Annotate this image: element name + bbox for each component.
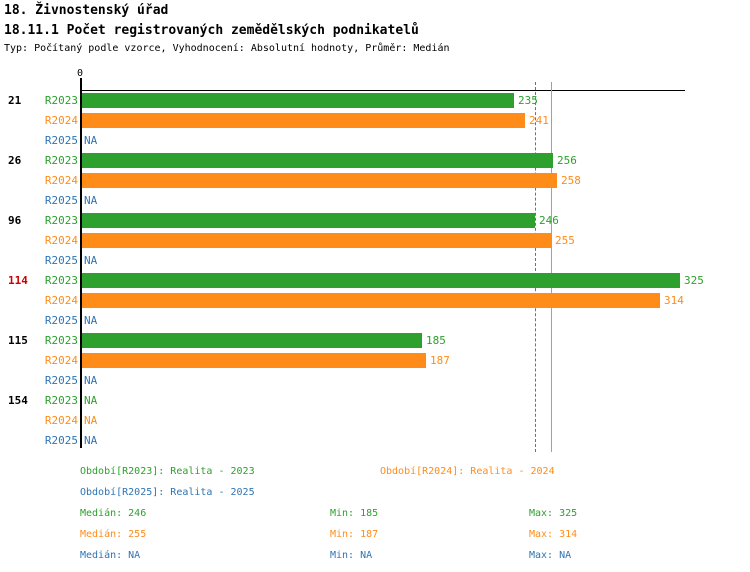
na-label: NA	[84, 434, 98, 447]
bar-r2024	[82, 233, 551, 248]
na-label: NA	[84, 254, 98, 267]
stat-max-r2025: Max: NA	[529, 550, 572, 561]
series-label-r2025: R2025	[44, 134, 78, 147]
series-label-r2024: R2024	[44, 294, 78, 307]
value-label: 187	[430, 354, 450, 367]
value-label: 235	[518, 94, 538, 107]
stat-min-r2024: Min: 187	[330, 529, 379, 540]
group-label: 154	[8, 394, 28, 407]
series-label-r2024: R2024	[44, 174, 78, 187]
series-label-r2025: R2025	[44, 254, 78, 267]
value-label: 256	[557, 154, 577, 167]
median-line-r2024	[551, 82, 552, 452]
page-title: 18. Živnostenský úřad	[4, 3, 169, 18]
axis-zero-label: 0	[76, 68, 84, 79]
stat-min-r2025: Min: NA	[330, 550, 373, 561]
series-label-r2025: R2025	[44, 314, 78, 327]
legend-period-r2024: Období[R2024]: Realita - 2024	[380, 466, 555, 477]
series-label-r2024: R2024	[44, 354, 78, 367]
na-label: NA	[84, 194, 98, 207]
stat-max-r2024: Max: 314	[529, 529, 578, 540]
group-label: 115	[8, 334, 28, 347]
value-label: 246	[539, 214, 559, 227]
group-label: 96	[8, 214, 22, 227]
bar-r2024	[82, 113, 525, 128]
value-label: 185	[426, 334, 446, 347]
bar-r2023	[82, 153, 553, 168]
na-label: NA	[84, 374, 98, 387]
na-label: NA	[84, 414, 98, 427]
series-label-r2023: R2023	[44, 394, 78, 407]
series-label-r2023: R2023	[44, 334, 78, 347]
value-label: 255	[555, 234, 575, 247]
bar-r2024	[82, 353, 426, 368]
bar-r2023	[82, 273, 680, 288]
value-label: 314	[664, 294, 684, 307]
series-label-r2024: R2024	[44, 234, 78, 247]
chart-meta: Typ: Počítaný podle vzorce, Vyhodnocení:…	[4, 43, 450, 54]
stat-median-r2024: Medián: 255	[80, 529, 147, 540]
series-label-r2023: R2023	[44, 154, 78, 167]
value-label: 258	[561, 174, 581, 187]
median-line-r2023	[535, 82, 536, 452]
group-label: 21	[8, 94, 22, 107]
series-label-r2025: R2025	[44, 374, 78, 387]
na-label: NA	[84, 394, 98, 407]
stat-median-r2025: Medián: NA	[80, 550, 141, 561]
chart-title: 18.11.1 Počet registrovaných zemědělskýc…	[4, 23, 419, 38]
series-label-r2023: R2023	[44, 274, 78, 287]
group-label: 114	[8, 274, 28, 287]
series-label-r2025: R2025	[44, 434, 78, 447]
stat-min-r2023: Min: 185	[330, 508, 379, 519]
stat-median-r2023: Medián: 246	[80, 508, 147, 519]
value-label: 325	[684, 274, 704, 287]
series-label-r2024: R2024	[44, 114, 78, 127]
series-label-r2023: R2023	[44, 94, 78, 107]
na-label: NA	[84, 134, 98, 147]
value-label: 241	[529, 114, 549, 127]
bar-chart-plot: 0 21 R2023 235 R2024 241 R2025 NA 26 R2023 256 R202…	[8, 68, 704, 452]
series-label-r2023: R2023	[44, 214, 78, 227]
group-label: 26	[8, 154, 22, 167]
bar-r2023	[82, 213, 535, 228]
bar-r2024	[82, 293, 660, 308]
x-axis-line	[80, 90, 685, 91]
legend-period-r2025: Období[R2025]: Realita - 2025	[80, 487, 255, 498]
stat-max-r2023: Max: 325	[529, 508, 578, 519]
legend-period-r2023: Období[R2023]: Realita - 2023	[80, 466, 255, 477]
bar-r2024	[82, 173, 557, 188]
bar-r2023	[82, 93, 514, 108]
na-label: NA	[84, 314, 98, 327]
series-label-r2025: R2025	[44, 194, 78, 207]
y-axis-line	[80, 78, 82, 448]
bar-r2023	[82, 333, 422, 348]
series-label-r2024: R2024	[44, 414, 78, 427]
